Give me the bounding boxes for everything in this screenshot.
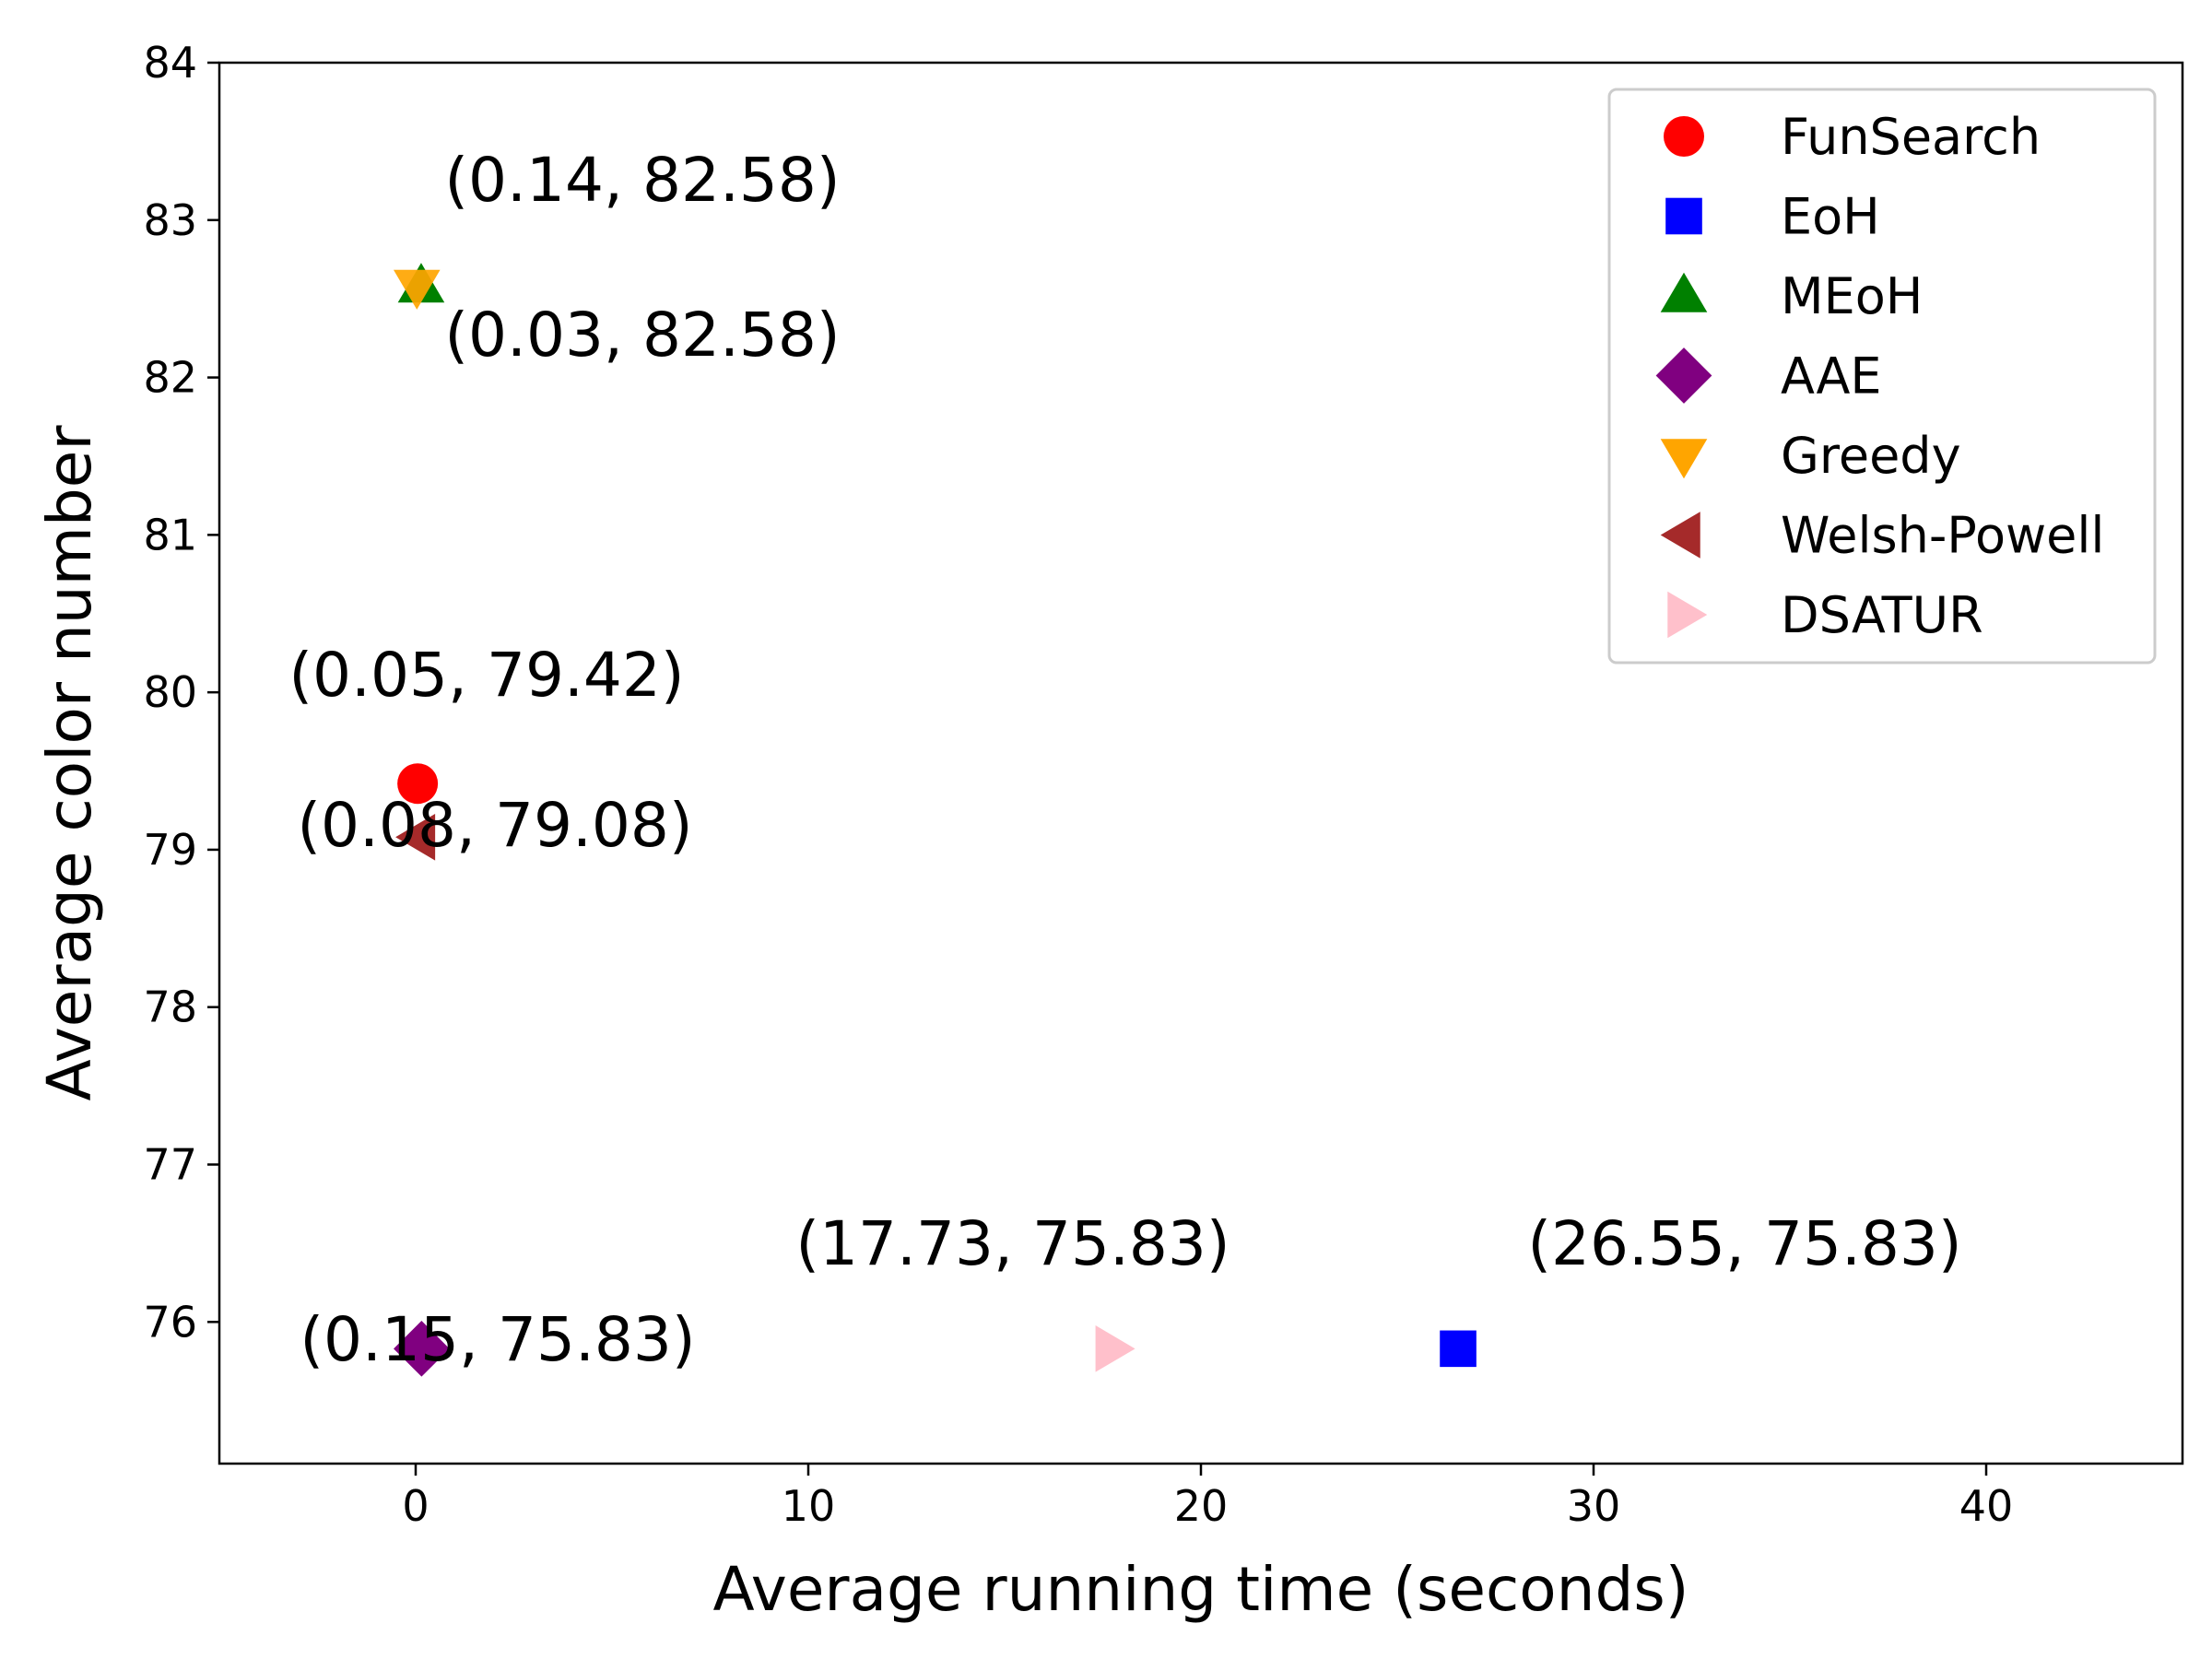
legend-marker-meoh xyxy=(1660,272,1708,312)
y-tick-label: 83 xyxy=(143,195,197,245)
data-point-welsh-powell xyxy=(395,813,436,861)
x-tick-label: 30 xyxy=(1567,1481,1621,1531)
data-label-funsearch: (0.05, 79.42) xyxy=(288,640,684,711)
data-point-eoh xyxy=(1440,1330,1477,1368)
legend-marker-dsatur xyxy=(1667,591,1708,639)
legend-label-funsearch: FunSearch xyxy=(1781,108,2041,166)
legend-label-aae: AAE xyxy=(1781,347,1882,406)
y-tick-label: 84 xyxy=(143,38,197,88)
y-tick-label: 82 xyxy=(143,353,197,403)
data-label-aae: (0.15, 75.83) xyxy=(300,1304,695,1375)
data-label-eoh: (26.55, 75.83) xyxy=(1527,1208,1961,1279)
legend-label-welsh-powell: Welsh-Powell xyxy=(1781,507,2104,565)
data-point-funsearch xyxy=(397,763,439,805)
data-point-aae xyxy=(394,1320,450,1377)
data-label-dsatur: (17.73, 75.83) xyxy=(795,1208,1230,1279)
data-point-greedy xyxy=(393,269,441,310)
y-tick-label: 80 xyxy=(143,667,197,717)
x-tick-label: 10 xyxy=(782,1481,836,1531)
y-tick-label: 77 xyxy=(143,1140,197,1190)
plot-layer xyxy=(393,263,1477,1377)
legend-marker-funsearch xyxy=(1664,116,1704,157)
legend-label-dsatur: DSATUR xyxy=(1781,586,1983,644)
legend-label-greedy: Greedy xyxy=(1781,427,1961,485)
x-axis: 0 10 20 30 40 xyxy=(402,1464,2013,1531)
y-tick-label: 81 xyxy=(143,510,197,559)
x-tick-label: 20 xyxy=(1174,1481,1229,1531)
y-axis-title: Average color number xyxy=(34,425,105,1101)
legend-box xyxy=(1607,88,2157,665)
data-label-greedy: (0.03, 82.58) xyxy=(444,300,840,371)
y-axis: 76 77 78 79 80 81 82 83 84 xyxy=(143,38,219,1347)
legend-marker-eoh xyxy=(1665,197,1702,235)
legend-label-eoh: EoH xyxy=(1781,188,1880,246)
x-tick-label: 40 xyxy=(1959,1481,2014,1531)
y-tick-label: 76 xyxy=(143,1297,197,1347)
legend-label-meoh: MEoH xyxy=(1781,267,1923,325)
legend-marker-welsh-powell xyxy=(1660,512,1700,559)
y-tick-label: 78 xyxy=(143,982,197,1032)
annotations: (0.05, 79.42) (26.55, 75.83) (0.14, 82.58)… xyxy=(288,145,1961,1375)
y-tick-label: 79 xyxy=(143,825,197,875)
data-label-meoh: (0.14, 82.58) xyxy=(444,145,840,216)
data-point-dsatur xyxy=(1095,1325,1135,1372)
legend-marker-greedy xyxy=(1660,439,1708,479)
x-axis-title: Average running time (seconds) xyxy=(712,1554,1688,1625)
legend: FunSearch EoH MEoH AAE Greedy Welsh-Powell DSA… xyxy=(1607,88,2157,665)
data-label-welsh-powell: (0.08, 79.08) xyxy=(297,790,692,861)
legend-marker-aae xyxy=(1655,347,1712,404)
x-tick-label: 0 xyxy=(402,1481,429,1531)
